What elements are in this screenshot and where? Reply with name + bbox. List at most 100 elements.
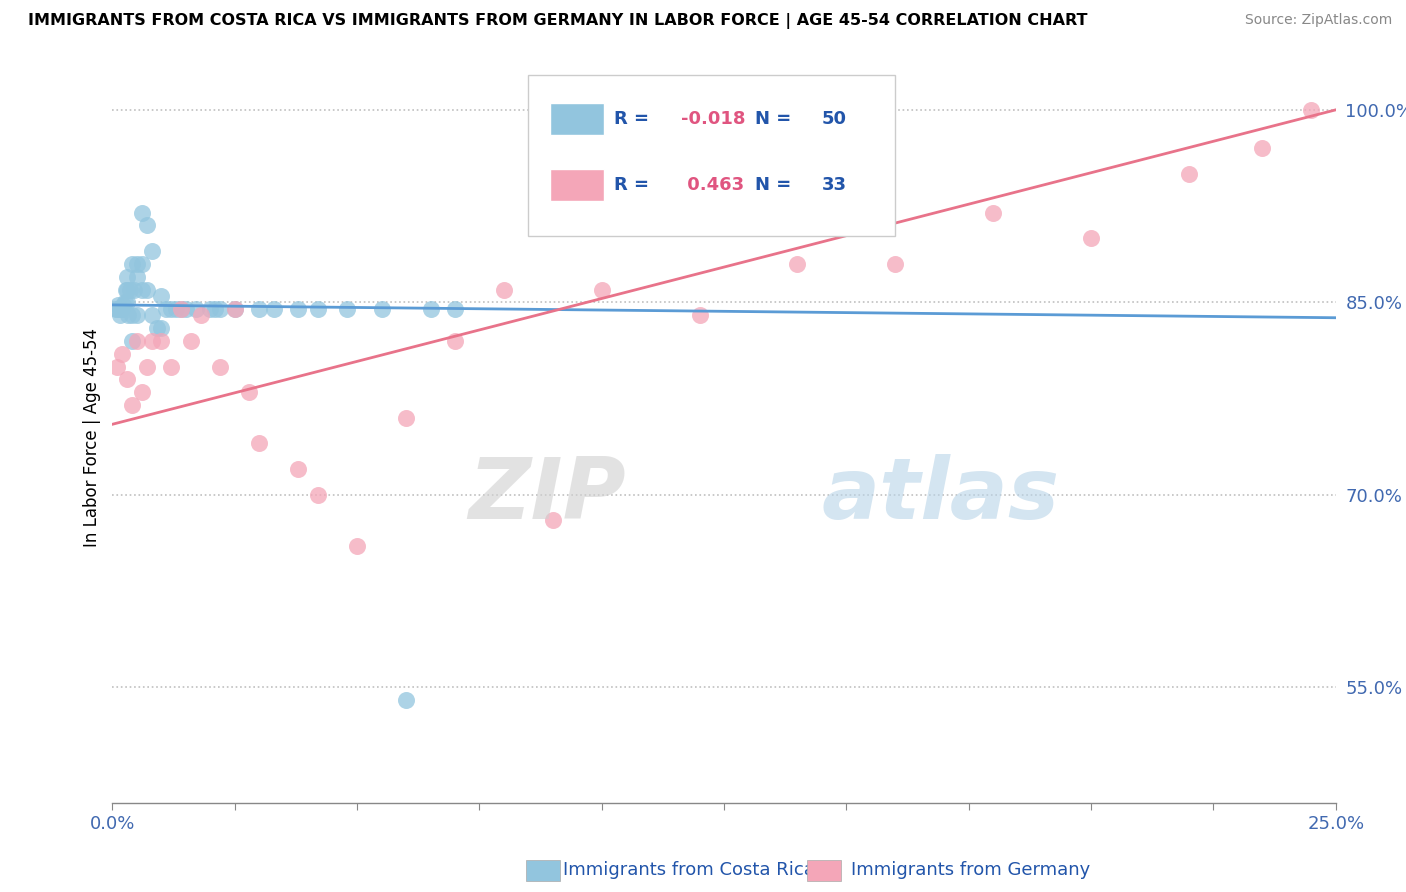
Text: 50: 50 [823,110,846,128]
Point [115,283,138,297]
Point [150,289,173,303]
Point [105,301,128,316]
Point [111,346,134,360]
Point [135,359,157,374]
Point [117,308,139,322]
Text: R =: R = [614,176,655,194]
Point [111,301,134,316]
Point [124,283,146,297]
Point [114,295,136,310]
Point [190,308,212,322]
Point [150,321,173,335]
Point [112,298,135,312]
Point [247,301,270,316]
Point [1178,167,1201,181]
Point [170,301,193,316]
Point [141,308,163,322]
Point [131,205,153,219]
Point [160,359,183,374]
Point [209,359,232,374]
Text: -0.018: -0.018 [682,110,745,128]
Point [247,436,270,450]
Point [135,283,157,297]
Point [444,334,467,348]
Point [884,257,907,271]
Text: atlas: atlas [823,454,1060,537]
Point [131,385,153,400]
Point [108,308,131,322]
Point [110,301,132,316]
Point [238,385,260,400]
Point [105,359,128,374]
Text: 33: 33 [823,176,846,194]
Point [591,283,613,297]
Point [115,269,138,284]
Point [121,334,143,348]
Text: Immigrants from Germany: Immigrants from Germany [851,861,1090,879]
Point [492,283,515,297]
FancyBboxPatch shape [550,103,605,135]
Text: 0.463: 0.463 [682,176,744,194]
Point [346,539,368,553]
Point [200,301,222,316]
Text: R =: R = [614,110,655,128]
Point [204,301,226,316]
Point [287,301,309,316]
Point [224,301,246,316]
Point [125,269,148,284]
Point [121,308,143,322]
Point [1251,141,1274,155]
Point [121,257,143,271]
Point [125,257,148,271]
Point [184,301,207,316]
Point [145,321,167,335]
Point [287,462,309,476]
Point [141,244,163,258]
Point [155,301,177,316]
Point [141,334,163,348]
Point [125,334,148,348]
Point [180,334,202,348]
Point [209,301,232,316]
Point [115,295,138,310]
Text: N =: N = [755,110,797,128]
Point [165,301,187,316]
Point [786,257,808,271]
Text: IMMIGRANTS FROM COSTA RICA VS IMMIGRANTS FROM GERMANY IN LABOR FORCE | AGE 45-54: IMMIGRANTS FROM COSTA RICA VS IMMIGRANTS… [28,13,1088,29]
Point [121,398,143,412]
Point [336,301,359,316]
Point [135,219,157,233]
Point [115,372,138,386]
Point [174,301,197,316]
Point [224,301,246,316]
Y-axis label: In Labor Force | Age 45-54: In Labor Force | Age 45-54 [83,327,101,547]
FancyBboxPatch shape [550,169,605,201]
Point [170,301,193,316]
Point [150,334,173,348]
Text: Source: ZipAtlas.com: Source: ZipAtlas.com [1244,13,1392,28]
Point [1301,103,1323,117]
Point [419,301,441,316]
Point [395,410,418,425]
Point [115,283,138,297]
Point [689,308,711,322]
Point [263,301,285,316]
Point [107,298,129,312]
Point [981,205,1004,219]
Point [395,693,418,707]
Point [307,301,329,316]
Point [131,283,153,297]
Point [307,488,329,502]
Point [444,301,467,316]
FancyBboxPatch shape [529,75,896,236]
Point [118,283,141,297]
Point [1080,231,1102,245]
Text: N =: N = [755,176,797,194]
Point [541,514,564,528]
Point [105,301,128,316]
Point [370,301,392,316]
Text: ZIP: ZIP [468,454,626,537]
Point [160,301,183,316]
Point [131,257,153,271]
Point [125,308,148,322]
